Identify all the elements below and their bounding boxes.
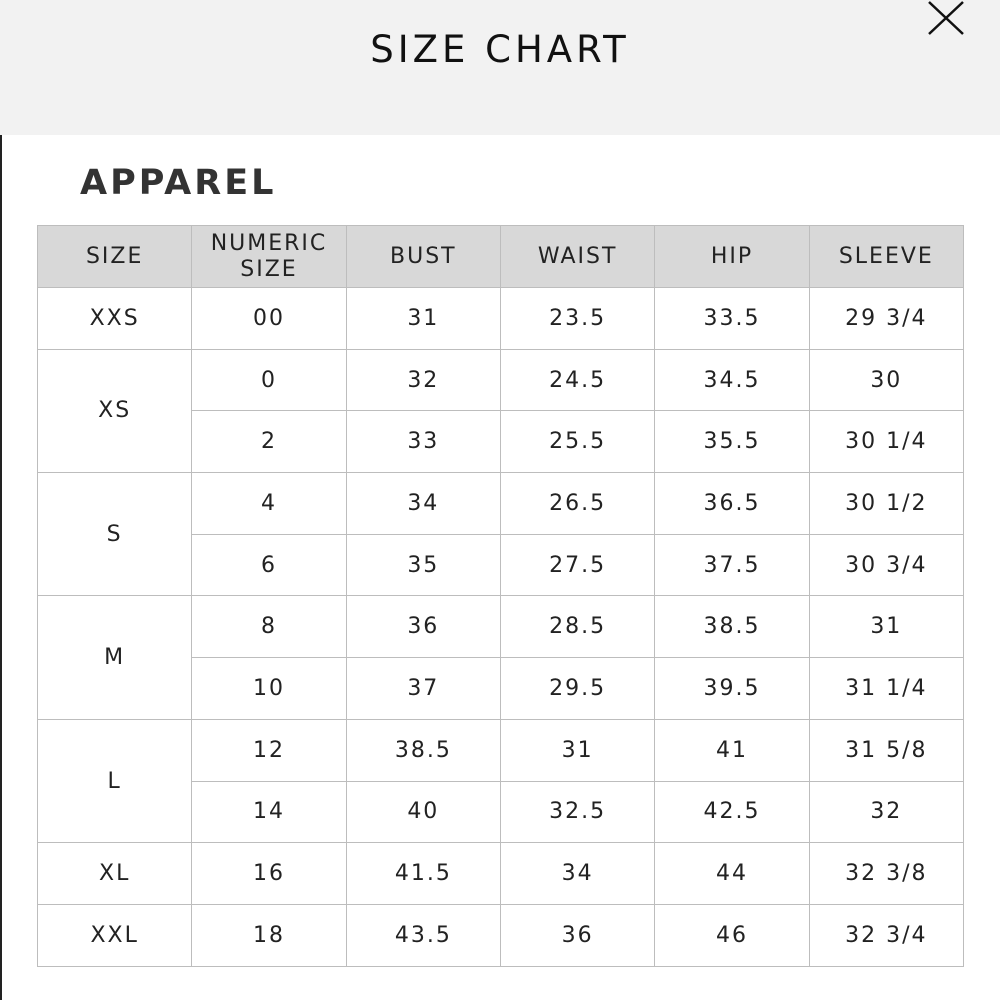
table-row: XL 16 41.5 34 44 32 3/8 xyxy=(36,842,965,905)
table-cell: 40 xyxy=(345,780,501,844)
close-icon[interactable] xyxy=(924,0,966,36)
table-row: L 12 38.5 31 41 31 5/8 xyxy=(36,718,965,844)
size-cell: S xyxy=(36,472,193,597)
table-cell: 36 xyxy=(345,595,501,659)
table-cell: 36 xyxy=(499,903,656,967)
table-cell: 30 1/2 xyxy=(808,472,965,535)
table-cell: 18 xyxy=(191,903,347,967)
table-cell: 33 xyxy=(345,410,501,474)
table-cell: 31 xyxy=(808,595,965,659)
column-header: SLEEVE xyxy=(808,225,965,288)
close-button[interactable] xyxy=(924,0,966,36)
table-cell: 4 xyxy=(191,472,347,535)
table-row: M 8 36 28.5 38.5 31 xyxy=(36,595,965,720)
table-cell: 29 3/4 xyxy=(808,287,965,350)
table-cell: 14 xyxy=(191,780,347,844)
table-cell: 23.5 xyxy=(499,287,656,350)
column-header: BUST xyxy=(345,225,501,288)
table-cell: 2 xyxy=(191,410,347,474)
table-cell: 26.5 xyxy=(499,472,656,535)
table-cell: 43.5 xyxy=(345,903,501,967)
table-cell: 16 xyxy=(191,842,347,905)
table-cell: 31 xyxy=(499,718,656,782)
modal-border xyxy=(0,135,2,1000)
size-chart-table: SIZE NUMERIC SIZE BUST WAIST HIP SLEEVE XXS 00… xyxy=(36,225,965,967)
column-header: NUMERIC SIZE xyxy=(191,225,347,288)
table-cell: 25.5 xyxy=(499,410,656,474)
table-cell: 0 xyxy=(191,348,347,412)
table-cell: 32.5 xyxy=(499,780,656,844)
size-cell: XL xyxy=(36,842,193,905)
column-header: SIZE xyxy=(36,225,193,288)
table-row: 10 37 29.5 39.5 31 1/4 xyxy=(38,657,965,720)
table-cell: 41 xyxy=(654,718,810,782)
column-header: WAIST xyxy=(499,225,656,288)
table-cell: 34 xyxy=(345,472,501,535)
page-title: SIZE CHART xyxy=(370,28,630,71)
size-cell: L xyxy=(36,718,193,844)
table-cell: 38.5 xyxy=(654,595,810,659)
table-cell: 32 3/8 xyxy=(808,842,965,905)
table-row: S 4 34 26.5 36.5 30 1/2 xyxy=(36,472,965,597)
table-cell: 8 xyxy=(191,595,347,659)
table-cell: 37.5 xyxy=(654,533,810,597)
table-cell: 32 xyxy=(345,348,501,412)
table-cell: 31 1/4 xyxy=(808,657,965,720)
table-cell: 30 3/4 xyxy=(808,533,965,597)
table-cell: 34.5 xyxy=(654,348,810,412)
size-cell: XXL xyxy=(36,903,193,967)
modal-header xyxy=(0,0,1000,135)
column-header: HIP xyxy=(654,225,810,288)
size-cell: M xyxy=(36,595,193,720)
table-cell: 31 5/8 xyxy=(808,718,965,782)
table-row: 14 40 32.5 42.5 32 xyxy=(38,780,965,844)
table-cell: 39.5 xyxy=(654,657,810,720)
table-cell: 34 xyxy=(499,842,656,905)
table-row: XXS 00 31 23.5 33.5 29 3/4 xyxy=(36,287,965,350)
table-cell: 33.5 xyxy=(654,287,810,350)
table-cell: 35.5 xyxy=(654,410,810,474)
table-row: 2 33 25.5 35.5 30 1/4 xyxy=(38,410,965,474)
table-cell: 24.5 xyxy=(499,348,656,412)
table-row: XXL 18 43.5 36 46 32 3/4 xyxy=(36,903,965,967)
table-cell: 32 3/4 xyxy=(808,903,965,967)
table-cell: 30 1/4 xyxy=(808,410,965,474)
section-title: APPAREL xyxy=(80,163,277,203)
size-cell: XS xyxy=(36,348,193,474)
table-cell: 28.5 xyxy=(499,595,656,659)
table-row: 6 35 27.5 37.5 30 3/4 xyxy=(38,533,965,597)
table-cell: 44 xyxy=(654,842,810,905)
table-cell: 29.5 xyxy=(499,657,656,720)
table-cell: 32 xyxy=(808,780,965,844)
table-row: XS 0 32 24.5 34.5 30 xyxy=(36,348,965,474)
table-cell: 37 xyxy=(345,657,501,720)
table-cell: 30 xyxy=(808,348,965,412)
table-cell: 00 xyxy=(191,287,347,350)
table-cell: 27.5 xyxy=(499,533,656,597)
table-cell: 12 xyxy=(191,718,347,782)
table-cell: 46 xyxy=(654,903,810,967)
table-cell: 36.5 xyxy=(654,472,810,535)
table-cell: 38.5 xyxy=(345,718,501,782)
table-cell: 31 xyxy=(345,287,501,350)
table-cell: 6 xyxy=(191,533,347,597)
size-cell: XXS xyxy=(36,287,193,350)
table-cell: 41.5 xyxy=(345,842,501,905)
table-cell: 35 xyxy=(345,533,501,597)
table-header-row: SIZE NUMERIC SIZE BUST WAIST HIP SLEEVE xyxy=(36,225,965,288)
table-cell: 10 xyxy=(191,657,347,720)
table-cell: 42.5 xyxy=(654,780,810,844)
